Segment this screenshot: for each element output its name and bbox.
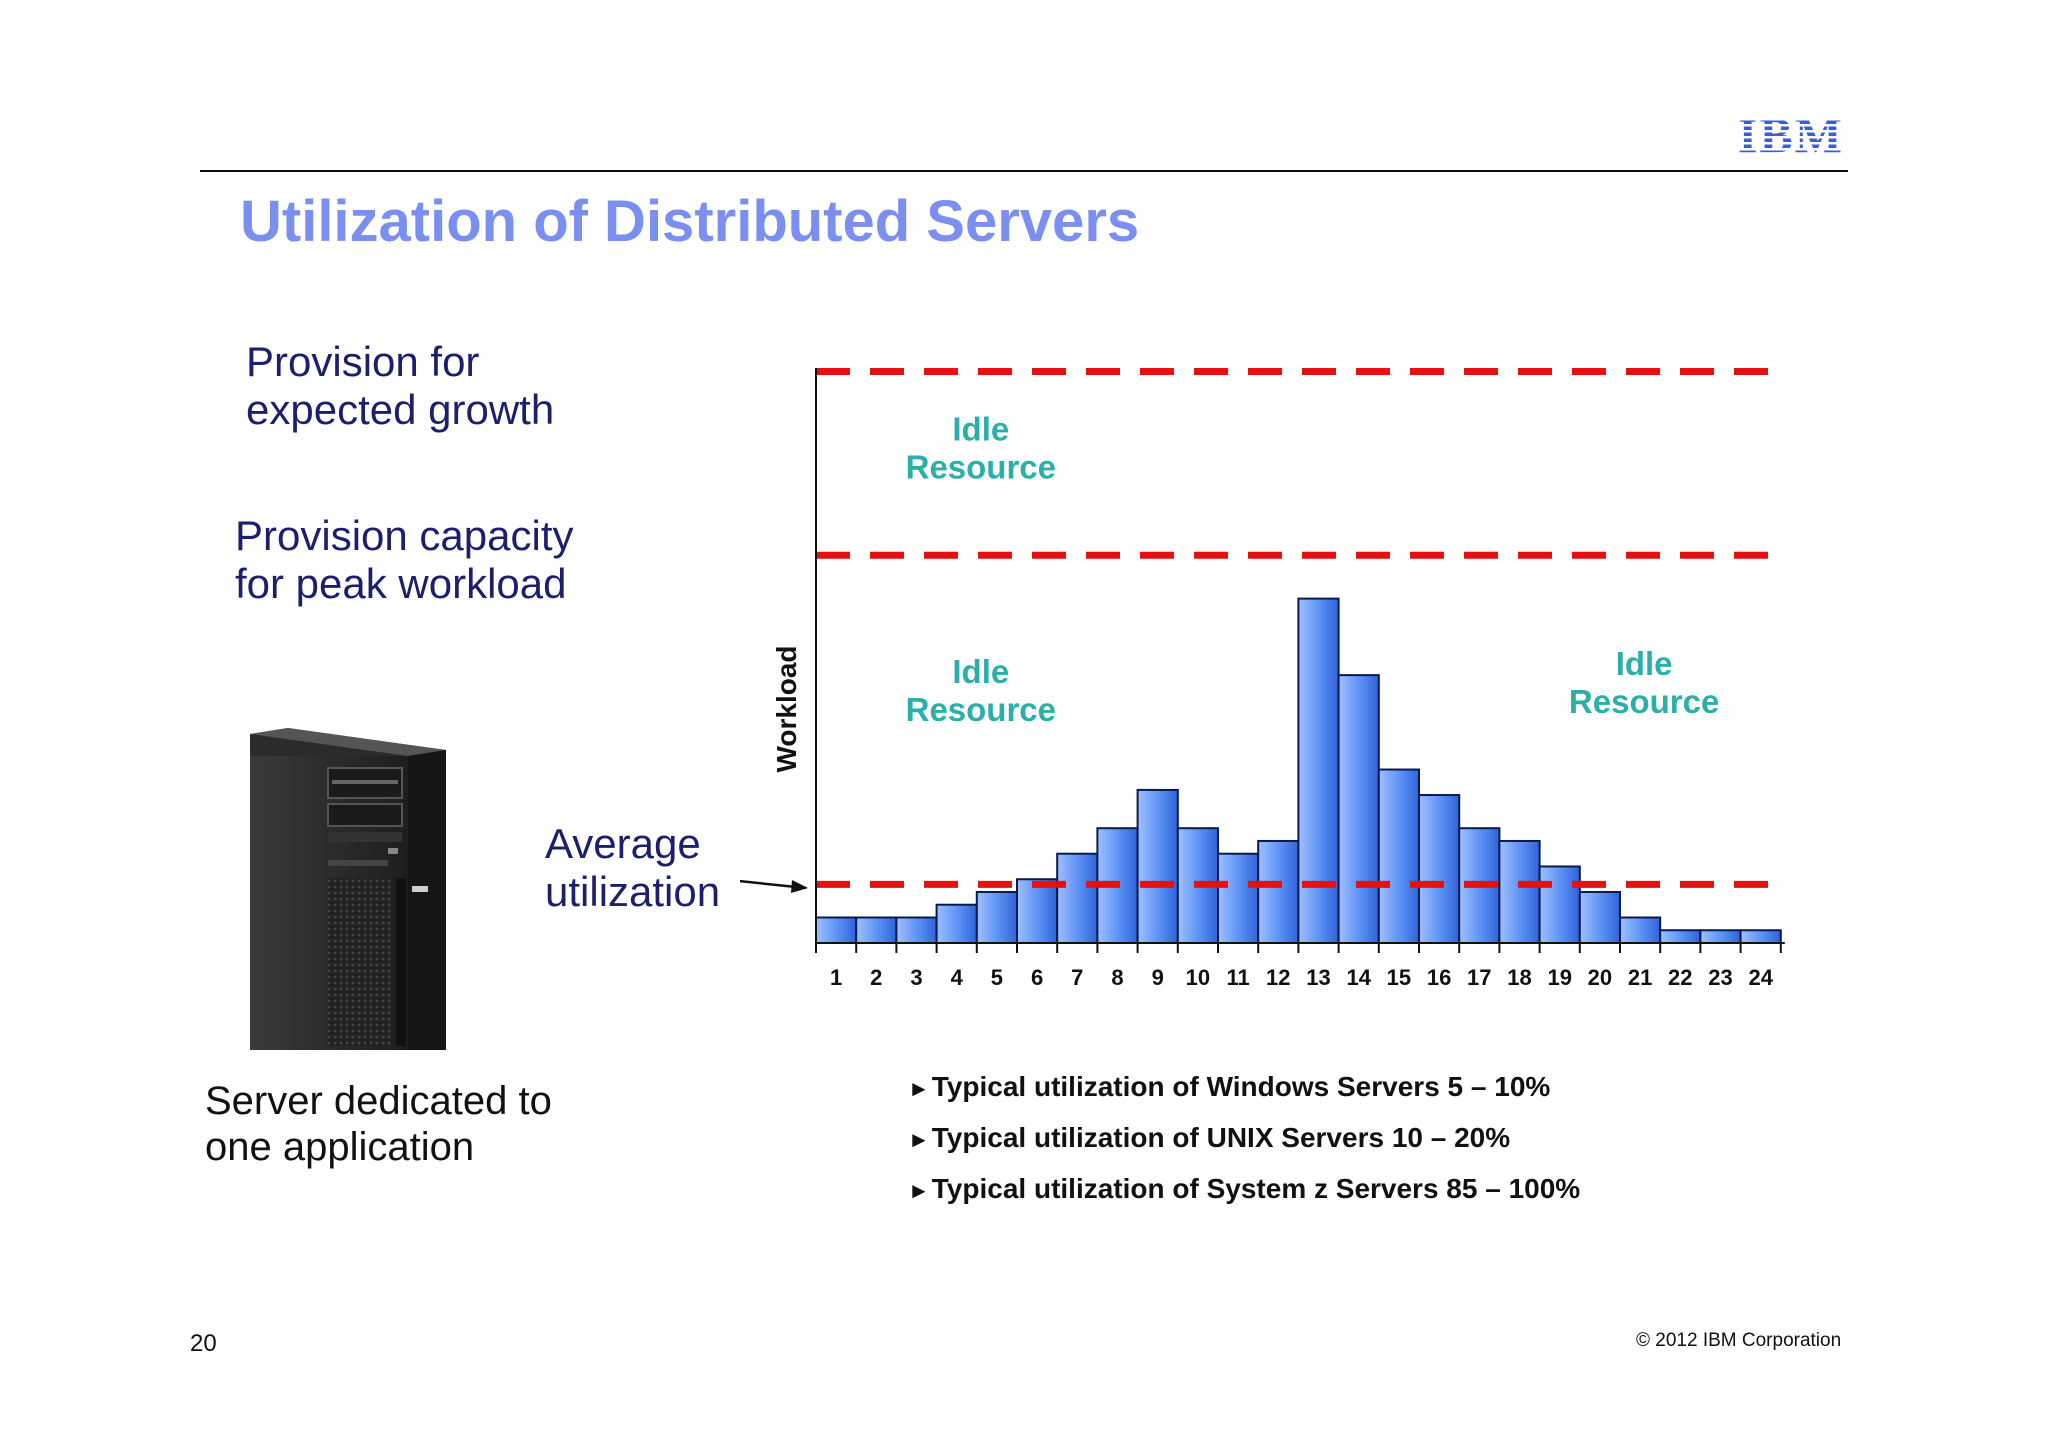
- x-tick-label: 23: [1708, 965, 1732, 990]
- x-tick-label: 7: [1071, 965, 1083, 990]
- peak-label-line: for peak workload: [235, 560, 567, 607]
- note-text: Typical utilization of System z Servers …: [931, 1173, 1581, 1204]
- x-tick-label: 18: [1507, 965, 1531, 990]
- bar-hour-22: [1659, 929, 1702, 945]
- x-tick-label: 16: [1427, 965, 1451, 990]
- growth-label-line: Provision for: [246, 338, 480, 385]
- bar-hour-4: [935, 903, 978, 945]
- x-tick-label: 4: [951, 965, 964, 990]
- idle-resource-annotation: Idle Resource: [906, 410, 1056, 485]
- bar-hour-5: [975, 890, 1019, 945]
- bar-hour-7: [1056, 852, 1099, 945]
- bar-hour-18: [1498, 839, 1541, 945]
- bar-hour-15: [1377, 768, 1420, 944]
- triangle-bullet-icon: ►: [908, 1127, 930, 1152]
- bar-hour-23: [1699, 929, 1742, 945]
- x-tick-label: 11: [1226, 965, 1249, 990]
- arrow-head: [791, 880, 808, 893]
- x-tick-label: 10: [1186, 965, 1210, 990]
- x-tick-label: 15: [1387, 965, 1411, 990]
- note-text: Typical utilization of UNIX Servers 10 –…: [931, 1122, 1511, 1153]
- bar-hour-3: [895, 916, 938, 945]
- bar-hour-1: [815, 916, 858, 945]
- growth-label-line: expected growth: [246, 386, 555, 433]
- workload-bar-chart: Workload 1 2 3 4 5 6 7 8 9 10 11 12 13 14 15 16 17 18 19 20…: [740, 368, 1785, 990]
- ibm-logo-stripes: [1733, 112, 1849, 151]
- bar-hour-16: [1418, 794, 1461, 944]
- x-tick-label: 1: [830, 965, 842, 990]
- average-label-line: Average: [545, 820, 701, 867]
- x-tick-label: 12: [1266, 965, 1290, 990]
- bar-hour-19: [1538, 865, 1581, 945]
- growth-provision-label: Provision for expected growth: [246, 338, 554, 434]
- page-number: 20: [190, 1330, 217, 1357]
- x-tick-label: 21: [1628, 965, 1652, 990]
- note-windows: ►Typical utilization of Windows Servers …: [908, 1070, 1580, 1121]
- bar-hour-6: [1016, 878, 1059, 945]
- bar-hour-12: [1257, 839, 1300, 945]
- note-system-z: ►Typical utilization of System z Servers…: [908, 1172, 1580, 1223]
- average-label-line: utilization: [545, 868, 721, 915]
- average-utilization-label: Average utilization: [545, 820, 720, 916]
- bar-hour-20: [1578, 890, 1621, 945]
- triangle-bullet-icon: ►: [908, 1076, 930, 1101]
- utilization-notes: ►Typical utilization of Windows Servers …: [908, 1070, 1580, 1223]
- axes-layer: [815, 368, 1785, 953]
- x-tick-label: 24: [1748, 965, 1773, 990]
- peak-label-line: Provision capacity: [235, 512, 574, 559]
- copyright-notice: © 2012 IBM Corporation: [1636, 1330, 1842, 1351]
- ibm-logo: IBM: [1733, 108, 1849, 156]
- x-tick-label: 20: [1588, 965, 1612, 990]
- bar-hour-11: [1217, 852, 1260, 945]
- x-tick-label: 13: [1306, 965, 1330, 990]
- triangle-bullet-icon: ►: [908, 1178, 930, 1203]
- peak-provision-label: Provision capacity for peak workload: [235, 512, 573, 608]
- page-title: Utilization of Distributed Servers: [240, 189, 1140, 254]
- bar-hour-24: [1739, 929, 1782, 945]
- arrow-right-icon: [740, 879, 807, 890]
- x-tick-label: 19: [1547, 965, 1571, 990]
- y-axis-label: Workload: [771, 645, 802, 772]
- x-tick-label: 5: [991, 965, 1003, 990]
- note-unix: ►Typical utilization of UNIX Servers 10 …: [908, 1121, 1580, 1172]
- x-tick-label: 14: [1346, 965, 1371, 990]
- server-caption-line: Server dedicated to: [205, 1079, 552, 1123]
- x-tick-label: 8: [1111, 965, 1123, 990]
- x-tick-label: 6: [1031, 965, 1043, 990]
- x-tick-label: 2: [870, 965, 882, 990]
- idle-resource-annotation: Idle Resource: [1569, 645, 1719, 720]
- bar-hour-13: [1297, 597, 1340, 944]
- bar-hour-9: [1136, 788, 1179, 944]
- tick-labels-layer: 1 2 3 4 5 6 7 8 9 10 11 12 13 14 15 16 17 18 19 20 21 22 23 24: [830, 965, 1774, 990]
- x-tick-label: 9: [1152, 965, 1164, 990]
- server-caption-line: one application: [205, 1125, 475, 1169]
- x-tick-label: 3: [910, 965, 922, 990]
- note-text: Typical utilization of Windows Servers 5…: [931, 1071, 1551, 1102]
- bar-hour-21: [1619, 916, 1662, 945]
- server-caption: Server dedicated to one application: [205, 1078, 552, 1170]
- header-rule: [200, 170, 1848, 172]
- x-tick-label: 17: [1467, 965, 1491, 990]
- bar-hour-14: [1337, 674, 1380, 944]
- bar-hour-2: [855, 916, 898, 945]
- idle-resource-annotation: Idle Resource: [906, 653, 1056, 728]
- tower-server-icon: [250, 728, 446, 1050]
- annotations-layer: Idle Resource Idle Resource Idle Resource: [906, 410, 1720, 727]
- x-tick-label: 22: [1668, 965, 1692, 990]
